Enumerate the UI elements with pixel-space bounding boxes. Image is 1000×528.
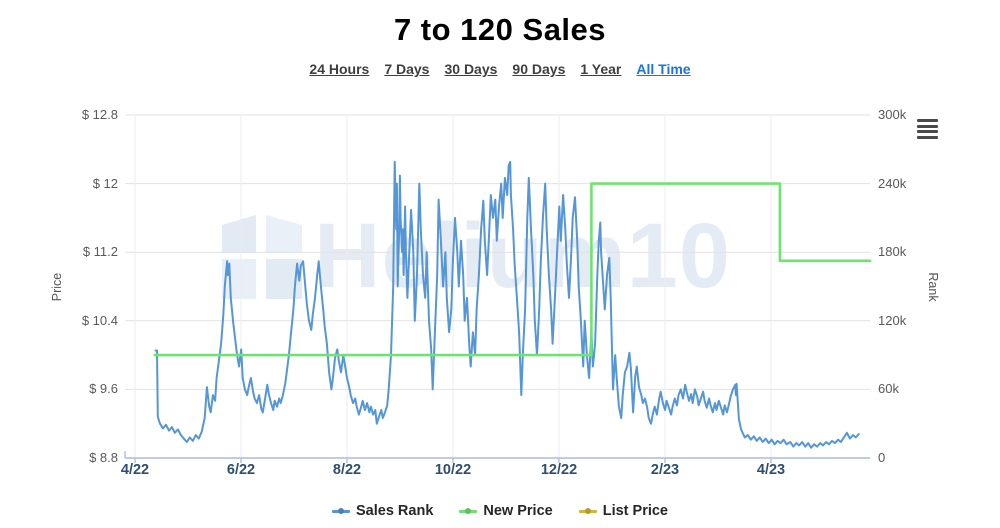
rank-axis-title: Rank — [926, 272, 940, 302]
chart-legend: Sales Rank New Price List Price — [0, 503, 1000, 519]
price-tick-label: $ 11.2 — [82, 244, 118, 259]
legend-label: List Price — [602, 503, 668, 519]
price-tick-label: $ 12 — [92, 176, 118, 191]
range-link-30-days[interactable]: 30 Days — [444, 61, 498, 77]
date-tick-label: 8/22 — [332, 462, 362, 478]
price-axis-title: Price — [50, 272, 64, 302]
date-tick-label: 10/22 — [434, 462, 472, 478]
watermark-text: Helium10 — [314, 205, 732, 307]
list-price-marker-icon — [578, 508, 597, 514]
date-tick-label: 6/22 — [226, 462, 256, 478]
legend-item-sales-rank[interactable]: Sales Rank — [332, 503, 433, 519]
legend-item-list-price[interactable]: List Price — [578, 503, 668, 519]
rank-tick-label: 60k — [878, 381, 899, 396]
new-price-marker-icon — [459, 508, 478, 514]
menu-bar — [917, 135, 938, 139]
menu-bar — [917, 124, 938, 128]
date-tick-label: 12/22 — [540, 462, 578, 478]
legend-label: Sales Rank — [356, 503, 434, 519]
rank-tick-label: 120k — [878, 313, 907, 328]
time-range-nav: 24 Hours 7 Days 30 Days 90 Days 1 Year A… — [0, 61, 1000, 77]
range-link-90-days[interactable]: 90 Days — [512, 61, 566, 77]
rank-tick-label: 0 — [878, 450, 886, 465]
price-tick-label: $ 12.8 — [81, 107, 118, 122]
date-tick-label: 4/23 — [756, 462, 786, 478]
date-tick-label: 4/22 — [120, 462, 150, 478]
page-title: 7 to 120 Sales — [393, 12, 607, 47]
sales-rank-marker-icon — [332, 508, 350, 514]
legend-item-new-price[interactable]: New Price — [459, 503, 553, 519]
legend-label: New Price — [483, 503, 553, 519]
range-link-24-hours[interactable]: 24 Hours — [309, 61, 370, 77]
range-link-all-time[interactable]: All Time — [636, 61, 691, 77]
range-link-1-year[interactable]: 1 Year — [580, 61, 622, 77]
rank-tick-label: 300k — [878, 107, 907, 122]
menu-bar — [917, 130, 938, 133]
hamburger-menu-icon[interactable] — [917, 119, 938, 141]
price-tick-label: $ 10.4 — [81, 313, 118, 328]
rank-tick-label: 240k — [878, 176, 907, 191]
date-tick-label: 2/23 — [650, 462, 680, 478]
price-tick-label: $ 9.6 — [89, 381, 118, 396]
menu-bar — [917, 119, 938, 122]
watermark: Helium10 — [222, 208, 731, 304]
range-link-7-days[interactable]: 7 Days — [384, 61, 430, 77]
price-tick-label: $ 8.8 — [89, 450, 118, 465]
rank-tick-label: 180k — [878, 244, 907, 259]
